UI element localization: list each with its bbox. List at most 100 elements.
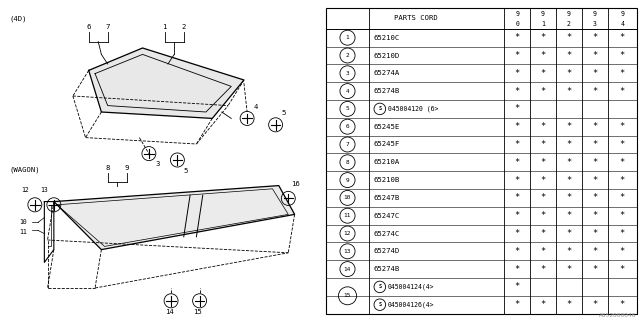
Text: *: * xyxy=(566,211,572,220)
Text: *: * xyxy=(620,176,625,185)
Text: *: * xyxy=(515,104,520,113)
Text: *: * xyxy=(540,140,546,149)
Text: *: * xyxy=(566,229,572,238)
Text: *: * xyxy=(592,211,597,220)
Text: 8: 8 xyxy=(106,164,110,171)
Text: PARTS CORD: PARTS CORD xyxy=(394,15,437,21)
Text: 16: 16 xyxy=(291,180,300,187)
Text: 65274B: 65274B xyxy=(373,88,399,94)
Text: S: S xyxy=(378,284,381,289)
Text: 9: 9 xyxy=(620,11,624,17)
Text: *: * xyxy=(540,122,546,131)
Text: *: * xyxy=(592,300,597,309)
Text: 0: 0 xyxy=(515,20,519,27)
Text: 7: 7 xyxy=(106,24,110,30)
Text: 15: 15 xyxy=(344,293,351,298)
Text: *: * xyxy=(592,265,597,274)
Text: 6: 6 xyxy=(346,124,349,129)
Text: (4D): (4D) xyxy=(10,16,27,22)
Text: 14: 14 xyxy=(344,267,351,272)
Text: *: * xyxy=(540,300,546,309)
Text: *: * xyxy=(592,176,597,185)
Text: *: * xyxy=(540,87,546,96)
Text: *: * xyxy=(515,158,520,167)
Text: *: * xyxy=(620,69,625,78)
Text: *: * xyxy=(566,140,572,149)
Text: *: * xyxy=(515,69,520,78)
Text: *: * xyxy=(592,33,597,42)
Text: A652000046: A652000046 xyxy=(599,313,637,318)
Text: *: * xyxy=(566,265,572,274)
Text: 65247B: 65247B xyxy=(373,195,399,201)
Text: 7: 7 xyxy=(346,142,349,147)
Text: 5: 5 xyxy=(282,110,286,116)
Text: 13: 13 xyxy=(344,249,351,254)
Text: 4: 4 xyxy=(346,89,349,93)
Text: *: * xyxy=(592,247,597,256)
Text: *: * xyxy=(566,193,572,202)
Text: *: * xyxy=(515,211,520,220)
Text: *: * xyxy=(540,51,546,60)
Text: 1: 1 xyxy=(541,20,545,27)
Text: *: * xyxy=(515,229,520,238)
Text: 6: 6 xyxy=(86,24,91,30)
Text: 1: 1 xyxy=(346,35,349,40)
Text: 9: 9 xyxy=(125,164,129,171)
Text: *: * xyxy=(540,211,546,220)
Text: 65210A: 65210A xyxy=(373,159,399,165)
Text: *: * xyxy=(515,265,520,274)
Text: *: * xyxy=(620,229,625,238)
Text: *: * xyxy=(620,265,625,274)
Text: *: * xyxy=(620,158,625,167)
Text: *: * xyxy=(592,69,597,78)
Text: *: * xyxy=(540,265,546,274)
Text: *: * xyxy=(566,33,572,42)
Text: 10: 10 xyxy=(19,219,27,225)
Text: *: * xyxy=(515,282,520,292)
Text: *: * xyxy=(566,247,572,256)
Text: *: * xyxy=(566,176,572,185)
Text: *: * xyxy=(515,247,520,256)
Text: S: S xyxy=(378,106,381,111)
Text: 65274A: 65274A xyxy=(373,70,399,76)
Text: 4: 4 xyxy=(620,20,624,27)
Text: *: * xyxy=(566,87,572,96)
Text: 14: 14 xyxy=(164,308,173,315)
Text: S: S xyxy=(378,302,381,307)
Text: 5: 5 xyxy=(184,168,188,174)
Text: *: * xyxy=(540,247,546,256)
Text: 12: 12 xyxy=(344,231,351,236)
Text: 2: 2 xyxy=(182,24,186,30)
Text: *: * xyxy=(515,176,520,185)
Text: 65210D: 65210D xyxy=(373,52,399,59)
Text: 2: 2 xyxy=(567,20,571,27)
Text: *: * xyxy=(515,193,520,202)
Text: 9: 9 xyxy=(541,11,545,17)
Text: 9: 9 xyxy=(593,11,596,17)
Text: *: * xyxy=(620,122,625,131)
Text: *: * xyxy=(515,122,520,131)
Polygon shape xyxy=(54,186,294,250)
Text: 2: 2 xyxy=(346,53,349,58)
Text: 045004120 (6>: 045004120 (6> xyxy=(388,106,438,112)
Text: *: * xyxy=(620,193,625,202)
Text: 65245F: 65245F xyxy=(373,141,399,148)
Text: 045004124(4>: 045004124(4> xyxy=(388,284,435,290)
Text: 15: 15 xyxy=(193,308,202,315)
Text: 65274B: 65274B xyxy=(373,266,399,272)
Text: 11: 11 xyxy=(344,213,351,218)
Text: *: * xyxy=(566,122,572,131)
Text: 12: 12 xyxy=(22,187,29,193)
Text: 65247C: 65247C xyxy=(373,213,399,219)
Text: *: * xyxy=(620,51,625,60)
Text: *: * xyxy=(566,158,572,167)
Text: *: * xyxy=(592,193,597,202)
Text: 65210C: 65210C xyxy=(373,35,399,41)
Text: *: * xyxy=(540,33,546,42)
Text: 9: 9 xyxy=(515,11,519,17)
Text: *: * xyxy=(620,140,625,149)
Text: 8: 8 xyxy=(346,160,349,165)
Text: *: * xyxy=(592,158,597,167)
Text: *: * xyxy=(515,140,520,149)
Text: (WAGON): (WAGON) xyxy=(10,166,40,173)
